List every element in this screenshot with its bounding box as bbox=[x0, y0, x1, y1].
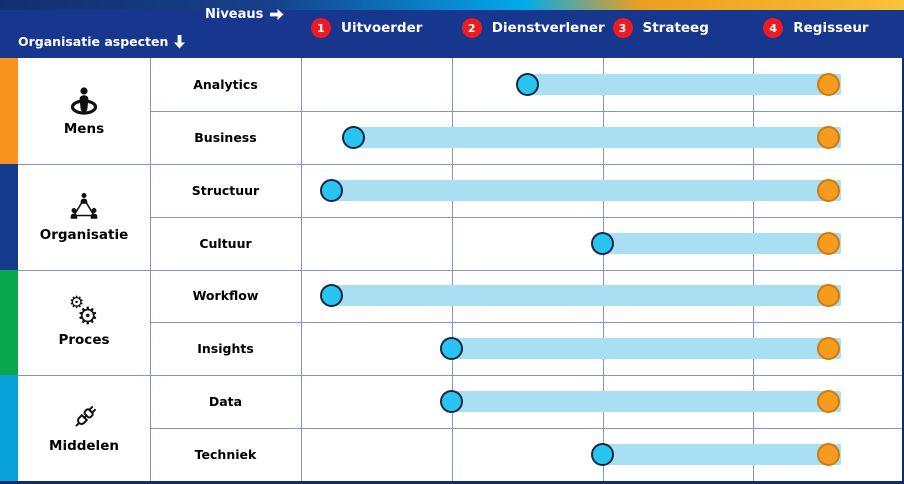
group-cell-middelen: Middelen bbox=[18, 375, 150, 481]
group-separator-line bbox=[0, 269, 902, 271]
maturity-bar-track bbox=[602, 444, 841, 466]
maturity-bar-track bbox=[331, 179, 841, 201]
level-header-1: 1 Uitvoerder bbox=[301, 16, 452, 40]
level-label: Dienstverlener bbox=[491, 20, 605, 36]
table-right-border bbox=[902, 58, 904, 484]
group-cell-organisatie: Organisatie bbox=[18, 164, 150, 270]
target-level-dot bbox=[817, 178, 841, 202]
current-level-dot bbox=[591, 231, 614, 255]
target-level-dot bbox=[817, 284, 841, 308]
group-label: Mens bbox=[63, 120, 105, 137]
level-number-badge: 2 bbox=[461, 18, 482, 38]
level-header-2: 2 Dienstverlener bbox=[452, 16, 605, 40]
level-label: Regisseur bbox=[793, 20, 869, 36]
maturity-bar-track bbox=[527, 73, 841, 95]
group-color-bar-organisatie bbox=[0, 163, 18, 270]
niveaus-label: Niveaus bbox=[205, 7, 264, 22]
target-level-dot bbox=[817, 337, 841, 361]
level-header-4: 4 Regisseur bbox=[753, 16, 904, 40]
row-label-techniek: Techniek bbox=[194, 447, 257, 463]
row-label-data: Data bbox=[208, 394, 243, 410]
row-separator-line bbox=[150, 110, 902, 112]
group-separator-line bbox=[0, 163, 902, 165]
row-separator-line bbox=[150, 216, 902, 218]
group-color-bar-middelen bbox=[0, 375, 18, 481]
plug-icon bbox=[68, 402, 100, 434]
group-label: Proces bbox=[58, 332, 110, 349]
gradient-stripe bbox=[0, 0, 904, 10]
group-label: Organisatie bbox=[39, 226, 129, 243]
row-label-workflow: Workflow bbox=[192, 288, 259, 304]
gears-icon: ⚙ ⚙ bbox=[69, 293, 99, 331]
arrow-right-icon bbox=[270, 9, 284, 20]
current-level-dot bbox=[440, 390, 464, 414]
level-label: Uitvoerder bbox=[341, 20, 423, 36]
group-color-bar-mens bbox=[0, 58, 18, 164]
row-label-cultuur: Cultuur bbox=[199, 235, 252, 251]
row-separator-line bbox=[150, 322, 902, 324]
maturity-bar-track bbox=[451, 391, 841, 413]
group-separator-line bbox=[0, 375, 902, 377]
target-level-dot bbox=[817, 390, 841, 414]
group-color-bar-proces bbox=[0, 269, 18, 376]
level-label: Strateeg bbox=[642, 20, 709, 36]
level-header-3: 3 Strateeg bbox=[603, 16, 754, 40]
row-label-structuur: Structuur bbox=[191, 182, 260, 198]
group-label: Middelen bbox=[49, 438, 119, 455]
level-number-badge: 1 bbox=[311, 18, 331, 38]
niveaus-axis-title: Niveaus bbox=[205, 7, 284, 22]
org-network-icon bbox=[67, 191, 101, 223]
current-level-dot bbox=[515, 72, 539, 96]
maturity-bar-track bbox=[353, 126, 841, 148]
maturity-bar-track bbox=[602, 232, 841, 254]
row-label-analytics: Analytics bbox=[193, 76, 258, 92]
row-label-business: Business bbox=[194, 129, 257, 145]
level-number-badge: 4 bbox=[763, 18, 784, 38]
target-level-dot bbox=[817, 125, 841, 149]
aspects-axis-title: Organisatie aspecten bbox=[18, 34, 186, 49]
target-level-dot bbox=[817, 72, 841, 96]
current-level-dot bbox=[319, 178, 343, 202]
group-cell-mens: Mens bbox=[18, 58, 150, 164]
matrix-header: Niveaus Organisatie aspecten 1 Uitvoerder… bbox=[0, 0, 904, 58]
target-level-dot bbox=[817, 443, 841, 467]
current-level-dot bbox=[342, 125, 366, 149]
maturity-bar-track bbox=[451, 338, 841, 360]
current-level-dot bbox=[591, 443, 614, 467]
level-number-badge: 3 bbox=[612, 18, 633, 38]
row-separator-line bbox=[150, 428, 902, 430]
current-level-dot bbox=[440, 337, 464, 361]
target-level-dot bbox=[817, 231, 841, 255]
group-cell-proces: ⚙ ⚙ Proces bbox=[18, 270, 150, 376]
maturity-bar-track bbox=[331, 285, 841, 307]
table-bottom-border bbox=[0, 481, 904, 484]
row-label-insights: Insights bbox=[197, 341, 254, 357]
aspects-label: Organisatie aspecten bbox=[18, 34, 169, 49]
current-level-dot bbox=[319, 284, 343, 308]
arrow-down-icon bbox=[174, 34, 186, 48]
person-beacon-icon bbox=[67, 85, 101, 117]
